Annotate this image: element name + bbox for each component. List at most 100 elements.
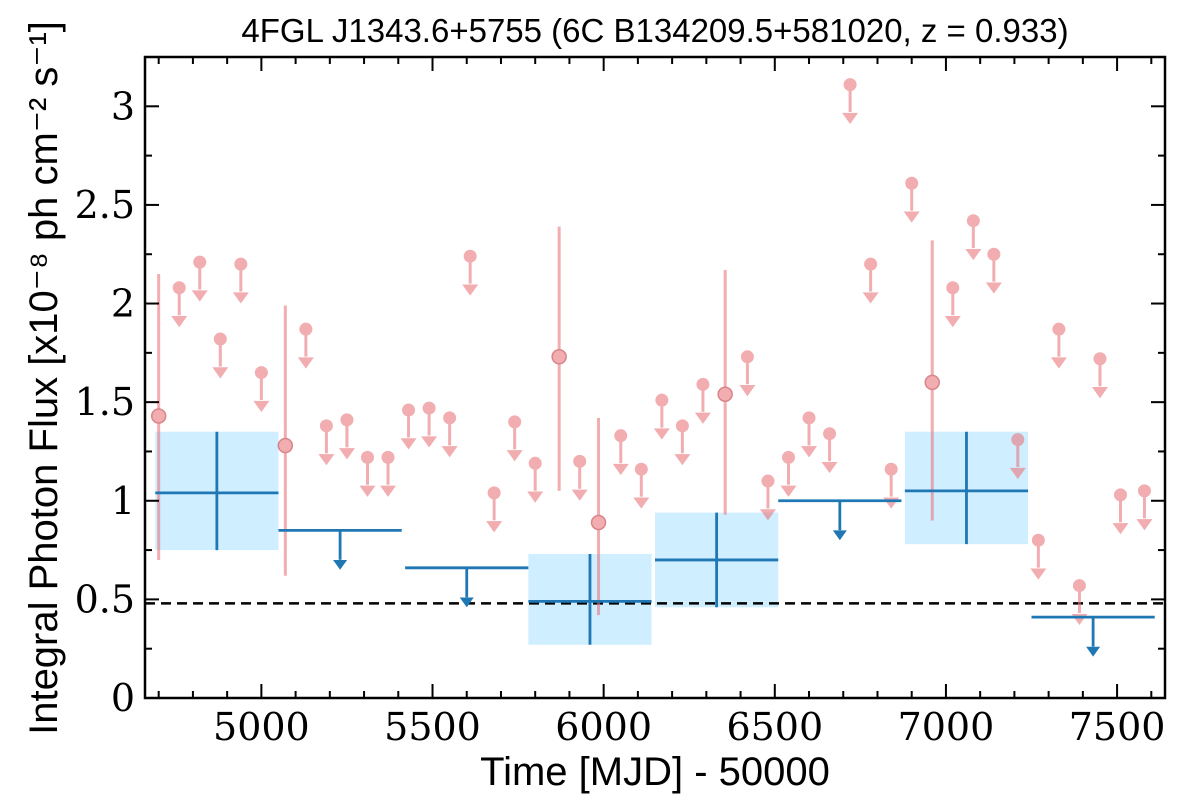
upper-limit-marker	[823, 427, 837, 441]
short-bin-upper-limit-5	[253, 366, 270, 413]
upper-limit-arrow	[862, 292, 879, 304]
long-bin-ul-arrow	[333, 560, 348, 570]
point-marker	[717, 386, 733, 403]
point-marker	[277, 437, 294, 454]
upper-limit-marker	[802, 411, 816, 425]
upper-limit-arrow	[571, 489, 588, 501]
upper-limit-arrow	[1009, 467, 1026, 480]
short-bin-upper-limit-9	[359, 450, 376, 497]
short-bin-point-5	[717, 270, 733, 515]
point-marker	[590, 514, 607, 531]
point-marker	[150, 408, 167, 424]
short-bin-upper-limit-38	[1050, 322, 1067, 369]
upper-limit-arrow	[801, 446, 818, 458]
upper-limit-marker	[528, 456, 542, 470]
upper-limit-arrow	[780, 485, 797, 497]
short-bin-upper-limit-3	[212, 332, 229, 379]
long-bin-upper-limit-3	[778, 499, 902, 541]
y-tick-label: 0.5	[75, 577, 135, 621]
upper-limit-arrow	[944, 316, 961, 328]
short-bin-upper-limit-35	[985, 247, 1002, 294]
axes: 5000 5500 6000 6500 7000 7500 0 0.5 1 1.5 2 2.5 3	[75, 56, 1166, 749]
upper-limit-marker	[402, 403, 416, 417]
point-marker	[551, 349, 567, 365]
y-tick-label: 2	[111, 282, 135, 326]
long-bin-point-1	[155, 431, 279, 551]
short-bin-upper-limit-10	[380, 450, 397, 497]
short-bin-upper-limit-14	[462, 249, 479, 296]
long-bin-ul-arrow	[459, 597, 474, 608]
upper-limit-arrow	[674, 454, 691, 466]
long-bin-ul-arrow	[832, 530, 847, 541]
upper-limit-marker	[381, 450, 395, 464]
upper-limit-arrow	[883, 497, 900, 509]
y-tick-label: 2.5	[75, 183, 135, 227]
upper-limit-marker	[443, 411, 457, 425]
upper-limit-marker	[172, 281, 186, 295]
short-bin-upper-limit-16	[506, 415, 523, 462]
upper-limit-marker	[946, 281, 960, 295]
short-bin-upper-limit-36	[1009, 433, 1026, 480]
upper-limit-arrow	[1091, 387, 1108, 399]
upper-limit-arrow	[171, 316, 188, 328]
point-marker	[924, 374, 940, 391]
long-bin-upper-limit-2	[405, 566, 529, 608]
short-bin-point-1	[150, 273, 167, 560]
upper-limit-arrow	[318, 454, 335, 466]
upper-limit-arrow	[985, 282, 1002, 294]
upper-limit-arrow	[359, 485, 376, 497]
x-tick-label: 5000	[213, 705, 310, 749]
upper-limit-marker	[487, 486, 501, 500]
upper-limit-marker	[360, 450, 374, 464]
upper-limit-marker	[1011, 433, 1025, 447]
upper-limit-marker	[614, 429, 628, 443]
upper-limit-arrow	[232, 292, 249, 304]
upper-limit-arrow	[903, 211, 920, 223]
plot-frame	[143, 55, 1167, 700]
short-bin-upper-limit-28	[821, 427, 838, 474]
short-bin-upper-limit-8	[338, 413, 355, 460]
upper-limit-marker	[1072, 579, 1086, 593]
short-bin-upper-limit-4	[232, 257, 249, 304]
y-tick-label: 3	[111, 84, 135, 128]
y-tick-label: 0	[111, 676, 135, 720]
y-tick-label: 1.5	[75, 380, 135, 424]
upper-limit-marker	[696, 377, 710, 391]
upper-limit-arrow	[527, 491, 544, 503]
short-bin-upper-limit-6	[297, 322, 314, 369]
upper-limit-arrow	[212, 367, 229, 379]
short-bin-upper-limit-18	[571, 454, 588, 501]
upper-limit-marker	[508, 415, 522, 429]
x-tick-label: 7000	[898, 705, 995, 749]
upper-limit-arrow	[965, 248, 982, 261]
short-bin-point-2	[277, 305, 294, 576]
upper-limit-arrow	[441, 446, 458, 458]
short-bin-upper-limit-29	[842, 78, 859, 125]
upper-limit-arrow	[380, 485, 397, 497]
upper-limit-marker	[675, 419, 689, 433]
upper-limit-marker	[422, 401, 436, 415]
upper-limit-arrow	[462, 284, 479, 296]
upper-limit-marker	[634, 462, 648, 476]
upper-limit-arrow	[1071, 613, 1088, 626]
upper-limit-marker	[905, 176, 919, 190]
short-bin-upper-limit-42	[1136, 484, 1153, 531]
short-bin-upper-limit-30	[862, 257, 879, 304]
short-bin-upper-limit-34	[965, 214, 982, 261]
chart-title: 4FGL J1343.6+5755 (6C B134209.5+581020, …	[241, 12, 1068, 49]
short-bin-upper-limit-12	[421, 401, 438, 448]
upper-limit-arrow	[842, 112, 859, 125]
upper-limit-marker	[1137, 484, 1151, 498]
short-bin-upper-limit-11	[400, 403, 417, 450]
upper-limit-arrow	[739, 385, 756, 397]
upper-limit-arrow	[612, 463, 629, 476]
short-bin-upper-limit-2	[191, 255, 208, 302]
upper-limit-marker	[987, 247, 1001, 261]
upper-limit-arrow	[821, 461, 838, 474]
short-bin-upper-limit-17	[527, 456, 544, 503]
short-bin-upper-limit-22	[674, 419, 691, 466]
upper-limit-arrow	[759, 509, 776, 521]
upper-limit-arrow	[191, 290, 208, 302]
y-tick-label: 1	[111, 479, 135, 523]
x-tick-label: 7500	[1069, 705, 1166, 749]
